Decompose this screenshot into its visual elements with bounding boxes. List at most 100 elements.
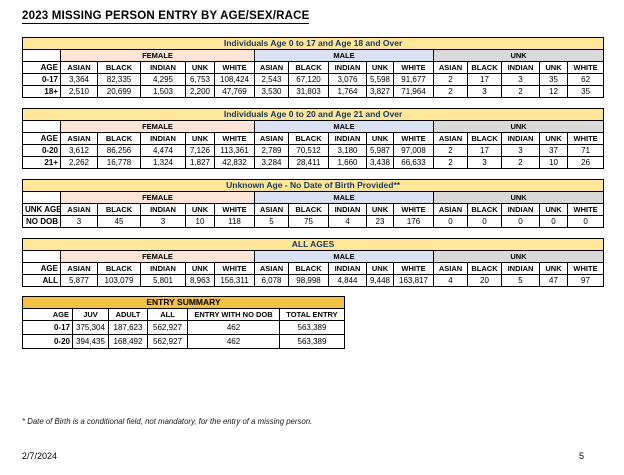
- race-column-header-male-unk: UNK: [366, 132, 394, 145]
- page-title: 2023 MISSING PERSON ENTRY BY AGE/SEX/RAC…: [22, 10, 310, 24]
- race-column-header-unk-indian: INDIAN: [501, 203, 540, 216]
- demographic-table-4: ALL AGES FEMALE MALE UNK AGE ASIAN BLACK INDIAN…: [21, 238, 605, 287]
- race-column-header-male-unk: UNK: [366, 203, 394, 216]
- entry-summary-table: ENTRY SUMMARY AGE JUV ADULT ALL ENTRY WITH NO…: [22, 296, 345, 349]
- data-cell: 5,987: [366, 144, 394, 157]
- race-column-header-male-white: WHITE: [393, 61, 434, 74]
- data-cell: 2,510: [60, 85, 98, 98]
- sex-group-band-male: MALE: [254, 120, 434, 133]
- data-cell: 70,512: [288, 144, 329, 157]
- race-column-header-female-indian: INDIAN: [140, 61, 186, 74]
- data-cell: 17: [467, 73, 502, 86]
- age-row-label: 0-17: [22, 320, 73, 335]
- data-cell: 66,633: [393, 156, 434, 169]
- data-cell: 37: [539, 144, 568, 157]
- race-column-header-female-white: WHITE: [214, 203, 255, 216]
- data-cell: 6,753: [185, 73, 215, 86]
- race-column-header-female-white: WHITE: [214, 61, 255, 74]
- race-column-header-male-unk: UNK: [366, 262, 394, 275]
- race-column-header-unk-white: WHITE: [566, 262, 605, 275]
- data-cell: 5: [501, 274, 540, 287]
- race-column-header-male-black: BLACK: [288, 132, 329, 145]
- data-cell: 1,503: [140, 85, 186, 98]
- band-spacer-cell: [22, 250, 61, 263]
- data-cell: 0: [539, 215, 568, 228]
- race-column-header-female-unk: UNK: [185, 61, 215, 74]
- race-column-header-male-indian: INDIAN: [328, 61, 367, 74]
- data-cell: 62: [566, 73, 605, 86]
- table-title: Unknown Age - No Date of Birth Provided*…: [21, 179, 605, 192]
- data-cell: 562,927: [147, 334, 188, 349]
- demographic-table-3: Unknown Age - No Date of Birth Provided*…: [21, 179, 605, 228]
- data-cell: 3,284: [254, 156, 289, 169]
- data-cell: 17: [467, 144, 502, 157]
- table-title: ALL AGES: [21, 238, 605, 251]
- race-column-header-unk-white: WHITE: [566, 61, 605, 74]
- entry-summary-container: ENTRY SUMMARY AGE JUV ADULT ALL ENTRY WITH NO…: [22, 296, 604, 349]
- race-column-header-male-asian: ASIAN: [254, 262, 289, 275]
- data-cell: 2: [433, 73, 468, 86]
- data-cell: 375,304: [72, 320, 109, 335]
- sex-group-band-male: MALE: [254, 250, 434, 263]
- demographic-tables-container: Individuals Age 0 to 17 and Age 18 and O…: [21, 37, 605, 287]
- table-row: 18+ 2,510 20,699 1,503 2,200 47,769 3,530 31,80…: [22, 85, 605, 98]
- race-column-header-unk-unk: UNK: [539, 132, 568, 145]
- data-cell: 156,311: [214, 274, 255, 287]
- data-cell: 1,764: [328, 85, 367, 98]
- data-cell: 31,803: [288, 85, 329, 98]
- data-cell: 75: [288, 215, 329, 228]
- race-column-header-unk-black: BLACK: [467, 262, 502, 275]
- data-cell: 4: [433, 274, 468, 287]
- data-cell: 3,827: [366, 85, 394, 98]
- race-column-header-unk-black: BLACK: [467, 132, 502, 145]
- data-cell: 28,411: [288, 156, 329, 169]
- entry-summary-title: ENTRY SUMMARY: [22, 296, 345, 309]
- race-column-header-unk-asian: ASIAN: [433, 262, 468, 275]
- data-cell: 20,699: [97, 85, 141, 98]
- summary-column-header: ENTRY WITH NO DOB: [187, 308, 280, 321]
- data-cell: 4: [328, 215, 367, 228]
- data-cell: 9,448: [366, 274, 394, 287]
- race-column-header-female-white: WHITE: [214, 262, 255, 275]
- data-cell: 86,256: [97, 144, 141, 157]
- race-column-header-male-indian: INDIAN: [328, 262, 367, 275]
- age-column-header: AGE: [22, 262, 61, 275]
- footer-date: 2/7/2024: [22, 451, 58, 461]
- summary-row: 0-17 375,304 187,623 562,927 462 563,389: [22, 320, 345, 335]
- page-number: 5: [578, 451, 584, 461]
- data-cell: 2: [501, 156, 540, 169]
- band-spacer-cell: [22, 191, 61, 204]
- race-column-header-male-asian: ASIAN: [254, 132, 289, 145]
- report-content: 2023 MISSING PERSON ENTRY BY AGE/SEX/RAC…: [21, 8, 605, 349]
- data-cell: 0: [566, 215, 605, 228]
- race-column-header-male-indian: INDIAN: [328, 132, 367, 145]
- age-row-label: ALL: [22, 274, 61, 287]
- age-row-label: 0-20: [22, 144, 61, 157]
- race-column-header-male-black: BLACK: [288, 61, 329, 74]
- race-column-header-unk-asian: ASIAN: [433, 61, 468, 74]
- data-cell: 71,964: [393, 85, 434, 98]
- age-column-header: UNK AGE: [22, 203, 61, 216]
- table-row: 21+ 2,262 16,778 1,324 1,827 42,832 3,284 28,41…: [22, 156, 605, 169]
- data-cell: 176: [393, 215, 434, 228]
- race-column-header-female-black: BLACK: [97, 262, 141, 275]
- data-cell: 98,998: [288, 274, 329, 287]
- race-column-header-female-black: BLACK: [97, 203, 141, 216]
- race-column-header-unk-black: BLACK: [467, 61, 502, 74]
- data-cell: 118: [214, 215, 255, 228]
- sex-group-band-male: MALE: [254, 49, 434, 62]
- data-cell: 3: [467, 85, 502, 98]
- sex-group-band-unk: UNK: [432, 49, 605, 62]
- sex-group-band-unk: UNK: [432, 191, 605, 204]
- race-column-header-female-indian: INDIAN: [140, 262, 186, 275]
- race-column-header-male-white: WHITE: [393, 262, 434, 275]
- race-column-header-female-unk: UNK: [185, 203, 215, 216]
- data-cell: 16,778: [97, 156, 141, 169]
- data-cell: 6,078: [254, 274, 289, 287]
- data-cell: 2,543: [254, 73, 289, 86]
- summary-column-header: TOTAL ENTRY: [279, 308, 345, 321]
- race-column-header-female-black: BLACK: [97, 132, 141, 145]
- sex-group-band-female: FEMALE: [60, 250, 255, 263]
- data-cell: 563,389: [279, 334, 345, 349]
- sex-group-band-female: FEMALE: [60, 191, 255, 204]
